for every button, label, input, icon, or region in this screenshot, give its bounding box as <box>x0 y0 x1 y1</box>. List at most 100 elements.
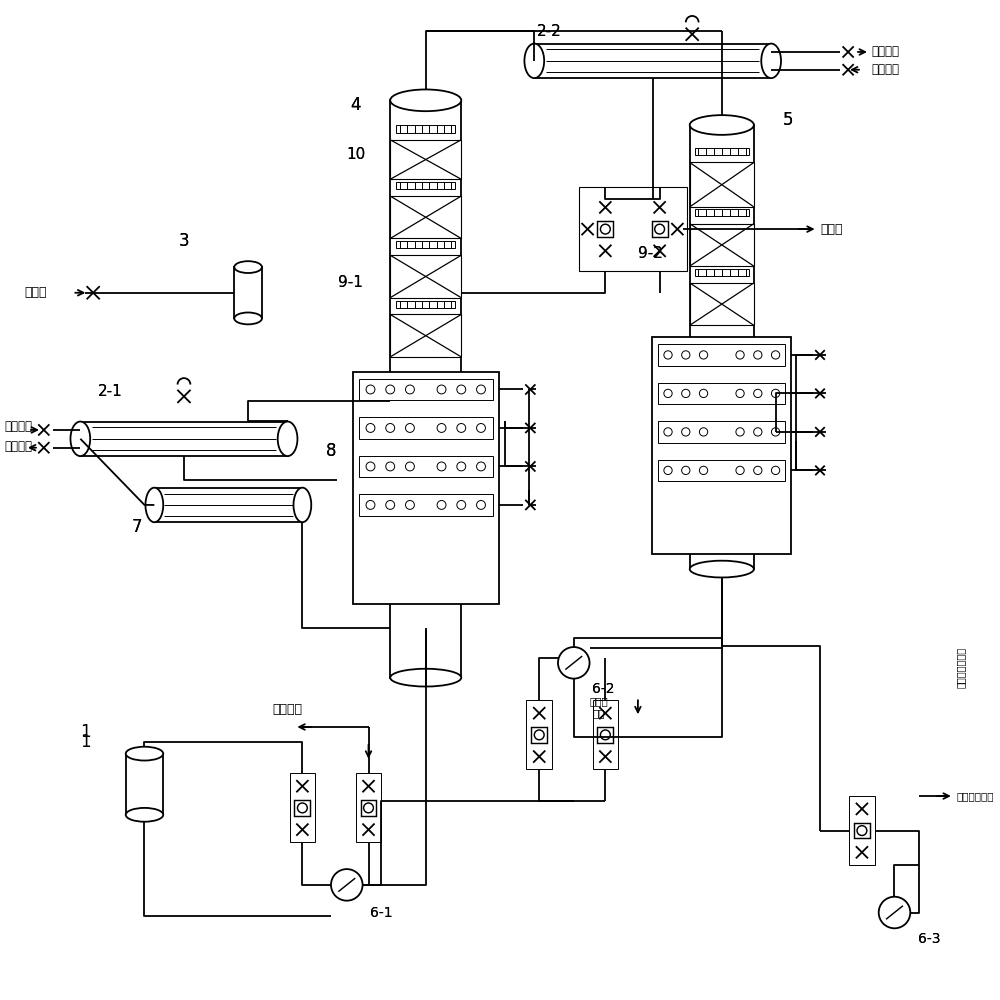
Circle shape <box>682 351 690 359</box>
Bar <box>690 283 754 325</box>
Text: 9-1: 9-1 <box>338 275 363 290</box>
Circle shape <box>437 500 446 509</box>
Bar <box>396 125 455 133</box>
Ellipse shape <box>690 561 754 577</box>
Circle shape <box>477 424 485 432</box>
Bar <box>849 796 875 865</box>
Circle shape <box>771 389 780 398</box>
Circle shape <box>754 351 762 359</box>
Bar <box>359 456 493 477</box>
Bar <box>534 44 771 78</box>
Bar <box>658 460 785 481</box>
Circle shape <box>437 462 446 471</box>
Ellipse shape <box>234 261 262 273</box>
Circle shape <box>477 385 485 394</box>
Circle shape <box>364 803 373 813</box>
Circle shape <box>406 462 414 471</box>
Bar <box>234 267 262 318</box>
Text: 3: 3 <box>179 232 189 250</box>
Ellipse shape <box>234 312 262 324</box>
Bar <box>359 417 493 439</box>
Bar <box>361 800 376 816</box>
Circle shape <box>664 351 672 359</box>
Circle shape <box>534 730 544 740</box>
Bar <box>294 800 310 816</box>
Ellipse shape <box>390 669 461 687</box>
Bar <box>658 383 785 404</box>
Circle shape <box>682 428 690 436</box>
Text: 原料进: 原料进 <box>25 286 47 299</box>
Bar <box>356 773 381 842</box>
Bar <box>390 196 461 238</box>
Bar <box>154 488 302 522</box>
Bar <box>690 224 754 266</box>
Text: 4: 4 <box>350 96 361 114</box>
Circle shape <box>699 351 708 359</box>
Circle shape <box>366 500 375 509</box>
Text: 4: 4 <box>350 96 361 114</box>
Ellipse shape <box>294 488 311 522</box>
Text: 成品航煤: 成品航煤 <box>273 703 303 716</box>
Text: 重组分采出口: 重组分采出口 <box>957 791 994 801</box>
Circle shape <box>754 389 762 398</box>
Ellipse shape <box>145 488 163 522</box>
Bar <box>359 494 493 516</box>
Text: 2-2: 2-2 <box>537 24 561 39</box>
Circle shape <box>406 424 414 432</box>
Bar <box>658 344 785 366</box>
Circle shape <box>699 428 708 436</box>
Circle shape <box>386 462 395 471</box>
Bar <box>652 337 791 554</box>
Bar <box>390 100 461 678</box>
Text: 冷却水进: 冷却水进 <box>4 440 32 453</box>
Ellipse shape <box>390 89 461 111</box>
Bar <box>597 727 613 743</box>
Text: 2-1: 2-1 <box>98 384 122 399</box>
Circle shape <box>477 500 485 509</box>
Circle shape <box>457 500 466 509</box>
Circle shape <box>754 466 762 475</box>
Text: 6-3: 6-3 <box>918 932 940 946</box>
Circle shape <box>366 385 375 394</box>
Bar <box>390 140 461 179</box>
Bar <box>126 754 163 815</box>
Circle shape <box>664 389 672 398</box>
Circle shape <box>386 424 395 432</box>
Bar <box>690 162 754 207</box>
Circle shape <box>736 351 744 359</box>
Text: 9-2: 9-2 <box>638 246 663 261</box>
Circle shape <box>600 224 610 234</box>
Circle shape <box>664 428 672 436</box>
Circle shape <box>771 351 780 359</box>
Bar <box>690 125 754 569</box>
Text: 7: 7 <box>131 518 142 536</box>
Circle shape <box>736 428 744 436</box>
Text: 8: 8 <box>326 442 336 460</box>
Circle shape <box>457 424 466 432</box>
Circle shape <box>366 424 375 432</box>
Circle shape <box>682 466 690 475</box>
Bar <box>396 182 455 189</box>
Circle shape <box>437 385 446 394</box>
Ellipse shape <box>524 44 544 78</box>
Bar <box>593 700 618 769</box>
Circle shape <box>386 500 395 509</box>
Ellipse shape <box>761 44 781 78</box>
Bar <box>390 314 461 357</box>
Ellipse shape <box>690 115 754 135</box>
Circle shape <box>699 466 708 475</box>
Circle shape <box>857 826 867 835</box>
Bar <box>597 221 613 237</box>
Bar <box>531 727 547 743</box>
Circle shape <box>655 224 665 234</box>
Text: 冷却水进: 冷却水进 <box>872 63 900 76</box>
Text: 7: 7 <box>131 518 142 536</box>
Bar <box>359 379 493 400</box>
Bar <box>353 372 499 604</box>
Circle shape <box>754 428 762 436</box>
Circle shape <box>879 897 910 928</box>
Text: 8: 8 <box>326 442 336 460</box>
Text: 5: 5 <box>783 111 794 129</box>
Bar <box>396 241 455 248</box>
Bar <box>695 209 749 216</box>
